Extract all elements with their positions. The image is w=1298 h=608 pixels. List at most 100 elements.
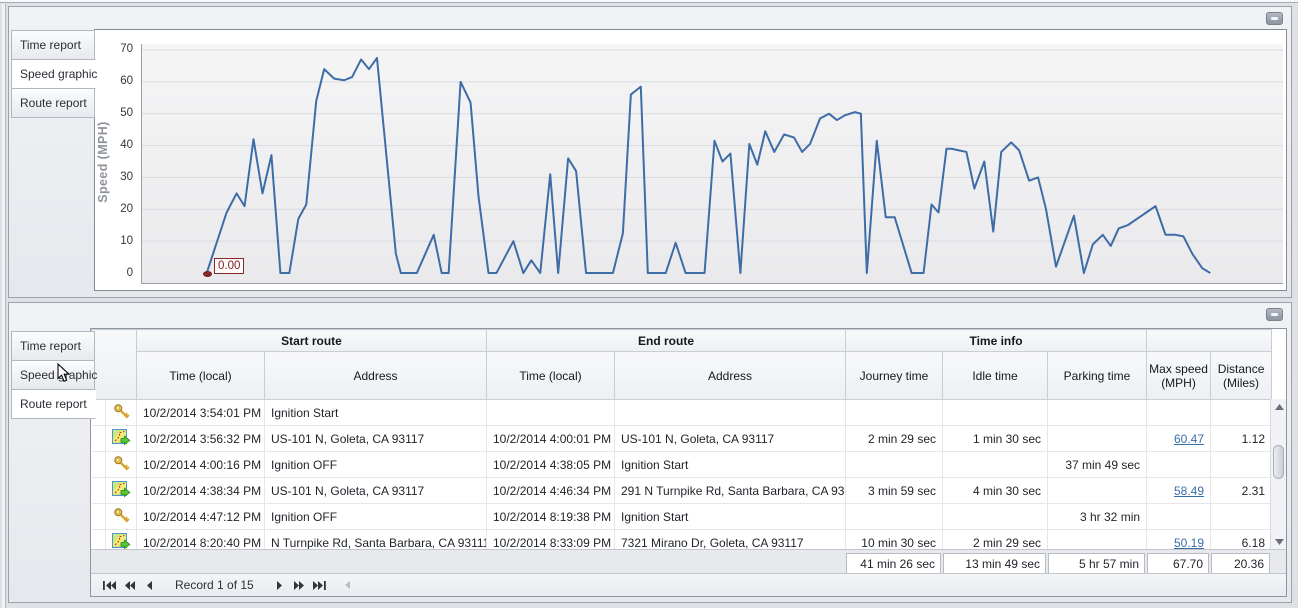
cell-idle-time: 1 min 30 sec	[942, 425, 1048, 452]
cell-start-address: Ignition OFF	[264, 451, 487, 478]
cell-journey-time: 2 min 29 sec	[845, 425, 943, 452]
tab-route-report[interactable]: Route report	[11, 88, 95, 118]
max-speed-link[interactable]: 60.47	[1174, 431, 1205, 446]
cell-start-time: 10/2/2014 8:20:40 PM	[136, 529, 265, 549]
y-tick-label: 30	[120, 171, 133, 183]
scroll-down-arrow[interactable]	[1271, 534, 1287, 549]
cell-journey-time	[845, 399, 943, 426]
tab-time-report[interactable]: Time report	[11, 30, 95, 60]
previous-record-button[interactable]	[139, 578, 159, 592]
cell-idle-time	[942, 503, 1048, 530]
cell-end-time: 10/2/2014 4:00:01 PM	[486, 425, 615, 452]
cell-parking-time	[1047, 425, 1148, 452]
route-report-grid: Start route End route Time info Time (lo…	[90, 328, 1287, 597]
row-type-icon	[105, 503, 137, 530]
column-header-journey-time[interactable]: Journey time	[845, 351, 943, 400]
cell-max-speed: 50.19	[1146, 529, 1212, 550]
tab-speed-graphic[interactable]: Speed graphic	[11, 59, 97, 89]
column-header-start-address[interactable]: Address	[264, 351, 487, 400]
tab-route-report[interactable]: Route report	[11, 389, 96, 419]
column-header-max-speed[interactable]: Max speed (MPH)	[1146, 351, 1212, 400]
window-top-edge	[0, 0, 1298, 3]
table-row[interactable]: 10/2/2014 3:56:32 PM US-101 N, Goleta, CA…	[91, 425, 1273, 452]
column-header-end-time[interactable]: Time (local)	[486, 351, 615, 400]
cell-max-speed: 58.49	[1146, 477, 1212, 504]
cell-end-time	[486, 399, 615, 426]
summary-distance: 20.36	[1211, 553, 1270, 574]
row-indicator	[91, 503, 106, 530]
speed-series-line	[205, 56, 1211, 275]
max-speed-link[interactable]: 50.19	[1174, 535, 1205, 550]
cell-start-address: Ignition Start	[264, 399, 487, 426]
horizontal-scroll-left-arrow[interactable]	[338, 578, 358, 592]
cell-end-address: Ignition Start	[614, 451, 846, 478]
row-type-icon	[105, 399, 137, 426]
cell-distance: 6.18	[1210, 529, 1273, 549]
y-tick-label: 50	[120, 107, 133, 119]
collapse-panel-button[interactable]	[1266, 308, 1283, 321]
summary-parking-time: 5 hr 57 min	[1048, 553, 1145, 574]
table-row[interactable]: 10/2/2014 4:38:34 PM US-101 N, Goleta, CA…	[91, 477, 1273, 504]
max-speed-link[interactable]: 58.49	[1174, 483, 1205, 498]
scrollbar-thumb[interactable]	[1273, 445, 1284, 479]
cell-idle-time	[942, 451, 1048, 478]
summary-idle-time: 13 min 49 sec	[943, 553, 1046, 574]
cell-end-address: US-101 N, Goleta, CA 93117	[614, 425, 846, 452]
route-icon	[111, 532, 130, 549]
group-header-start-route[interactable]: Start route	[136, 329, 487, 352]
scroll-up-arrow[interactable]	[1271, 399, 1287, 414]
summary-idle-cell: 13 min 49 sec	[942, 550, 1047, 576]
report-tabs: Time report Speed graphic Route report	[11, 331, 97, 419]
cell-max-speed: 60.47	[1146, 425, 1212, 452]
y-axis-ticks: 0 10 20 30 40 50 60 70	[111, 43, 137, 284]
cell-distance	[1210, 399, 1273, 426]
column-header-end-address[interactable]: Address	[614, 351, 846, 400]
table-row[interactable]: 10/2/2014 4:47:12 PM Ignition OFF 10/2/201…	[91, 503, 1273, 530]
cell-end-address: Ignition Start	[614, 503, 846, 530]
tab-time-report[interactable]: Time report	[11, 331, 95, 361]
summary-max-speed: 67.70	[1147, 553, 1209, 574]
column-header-distance[interactable]: Distance (Miles)	[1210, 351, 1273, 400]
grid-scroll-area: Start route End route Time info Time (lo…	[91, 329, 1286, 549]
y-tick-label: 0	[126, 267, 133, 279]
summary-max-speed-cell: 67.70	[1146, 550, 1210, 576]
table-row[interactable]: 10/2/2014 4:00:16 PM Ignition OFF 10/2/201…	[91, 451, 1273, 478]
last-record-button[interactable]	[310, 578, 330, 592]
vertical-scrollbar[interactable]	[1270, 399, 1286, 549]
cell-end-address: 7321 Mirano Dr, Goleta, CA 93117	[614, 529, 846, 549]
cell-start-address: N Turnpike Rd, Santa Barbara, CA 93111	[264, 529, 487, 549]
row-type-icon	[105, 425, 137, 452]
row-indicator	[91, 477, 106, 504]
collapse-panel-button[interactable]	[1266, 12, 1283, 25]
column-header-start-time[interactable]: Time (local)	[136, 351, 265, 400]
cell-distance	[1210, 503, 1273, 530]
row-type-icon	[105, 529, 137, 549]
start-point-tooltip: 0.00	[214, 258, 245, 274]
cell-idle-time	[942, 399, 1048, 426]
row-type-icon	[105, 451, 137, 478]
group-header-end-route[interactable]: End route	[486, 329, 846, 352]
column-header-idle-time[interactable]: Idle time	[942, 351, 1048, 400]
column-header-parking-time[interactable]: Parking time	[1046, 351, 1148, 400]
table-row[interactable]: 10/2/2014 3:54:01 PM Ignition Start	[91, 399, 1273, 426]
table-row[interactable]: 10/2/2014 8:20:40 PM N Turnpike Rd, Santa…	[91, 529, 1273, 550]
row-type-icon	[105, 477, 137, 504]
cell-start-time: 10/2/2014 4:38:34 PM	[136, 477, 265, 504]
y-tick-label: 10	[120, 235, 133, 247]
cell-parking-time	[1047, 477, 1148, 504]
group-header-time-info[interactable]: Time info	[844, 329, 1148, 352]
chart-plot-area: 0.00	[141, 44, 1283, 284]
cell-max-speed	[1146, 451, 1212, 478]
summary-journey-time: 41 min 26 sec	[846, 553, 941, 574]
cell-start-time: 10/2/2014 3:54:01 PM	[136, 399, 265, 426]
prior-page-button[interactable]	[119, 578, 139, 592]
cell-start-address: Ignition OFF	[264, 503, 487, 530]
summary-distance-cell: 20.36	[1210, 550, 1271, 576]
first-record-button[interactable]	[99, 578, 119, 592]
row-indicator	[91, 529, 106, 549]
cell-end-time: 10/2/2014 4:38:05 PM	[486, 451, 615, 478]
cell-max-speed	[1146, 399, 1212, 426]
tab-speed-graphic[interactable]: Speed graphic	[11, 360, 97, 390]
next-page-button[interactable]	[290, 578, 310, 592]
next-record-button[interactable]	[270, 578, 290, 592]
